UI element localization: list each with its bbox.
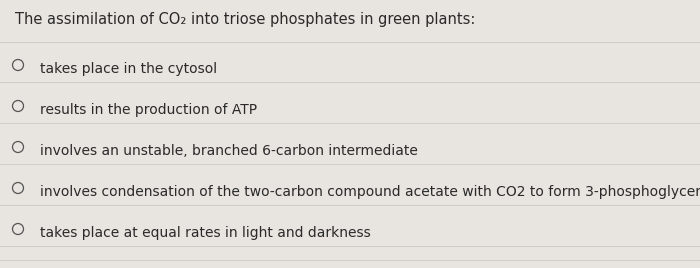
Text: The assimilation of CO₂ into triose phosphates in green plants:: The assimilation of CO₂ into triose phos… (15, 12, 475, 27)
Text: involves an unstable, branched 6-carbon intermediate: involves an unstable, branched 6-carbon … (40, 144, 418, 158)
Text: results in the production of ATP: results in the production of ATP (40, 103, 257, 117)
Text: takes place at equal rates in light and darkness: takes place at equal rates in light and … (40, 226, 371, 240)
Text: takes place in the cytosol: takes place in the cytosol (40, 62, 217, 76)
Text: involves condensation of the two-carbon compound acetate with CO2 to form 3-phos: involves condensation of the two-carbon … (40, 185, 700, 199)
